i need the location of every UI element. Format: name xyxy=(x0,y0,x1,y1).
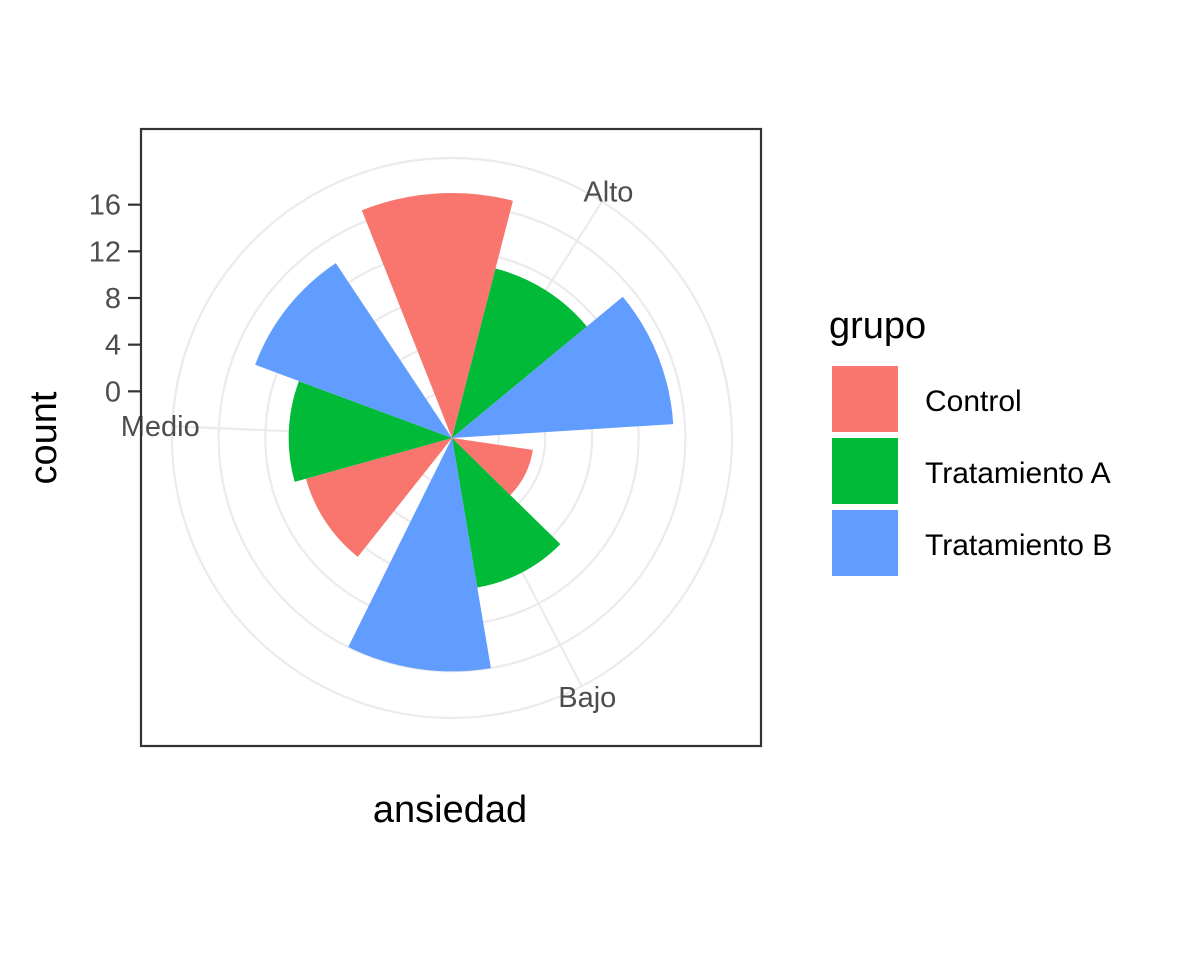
y-tick-label: 16 xyxy=(89,190,121,222)
bar-wedge xyxy=(452,268,587,438)
bar-wedge xyxy=(348,438,491,672)
y-tick-label: 12 xyxy=(89,236,121,268)
legend: grupo Control Tratamiento A Tratamiento B xyxy=(829,305,1112,576)
grid-circle xyxy=(170,156,734,720)
y-tick-label: 4 xyxy=(105,330,121,362)
legend-swatch xyxy=(832,438,898,504)
legend-items: Control Tratamiento A Tratamiento B xyxy=(832,366,1112,576)
legend-label: Tratamiento B xyxy=(925,529,1112,562)
bar-wedge xyxy=(288,381,452,482)
legend-title: grupo xyxy=(829,305,926,347)
legend-label: Tratamiento A xyxy=(925,457,1111,490)
panel-border xyxy=(139,127,763,748)
y-tick-label: 0 xyxy=(105,376,121,408)
x-axis-title: ansiedad xyxy=(373,789,527,831)
legend-label: Control xyxy=(925,385,1022,418)
category-label: Alto xyxy=(583,176,633,208)
category-label: Bajo xyxy=(558,682,616,714)
bar-wedge xyxy=(255,263,452,438)
legend-swatch xyxy=(832,510,898,576)
bar-wedge xyxy=(452,438,561,588)
category-label-layer: Alto Bajo Medio xyxy=(121,176,634,713)
bar-layer xyxy=(255,193,674,672)
category-label: Medio xyxy=(121,411,200,443)
bar-wedge xyxy=(452,296,674,438)
bar-wedge xyxy=(452,438,533,496)
y-tick-layer: 0 4 8 12 16 xyxy=(89,190,141,408)
bar-wedge xyxy=(361,193,513,438)
bar-wedge xyxy=(305,438,452,557)
y-tick-label: 8 xyxy=(105,283,121,315)
y-axis-title: count xyxy=(23,391,65,484)
legend-swatch xyxy=(832,366,898,432)
